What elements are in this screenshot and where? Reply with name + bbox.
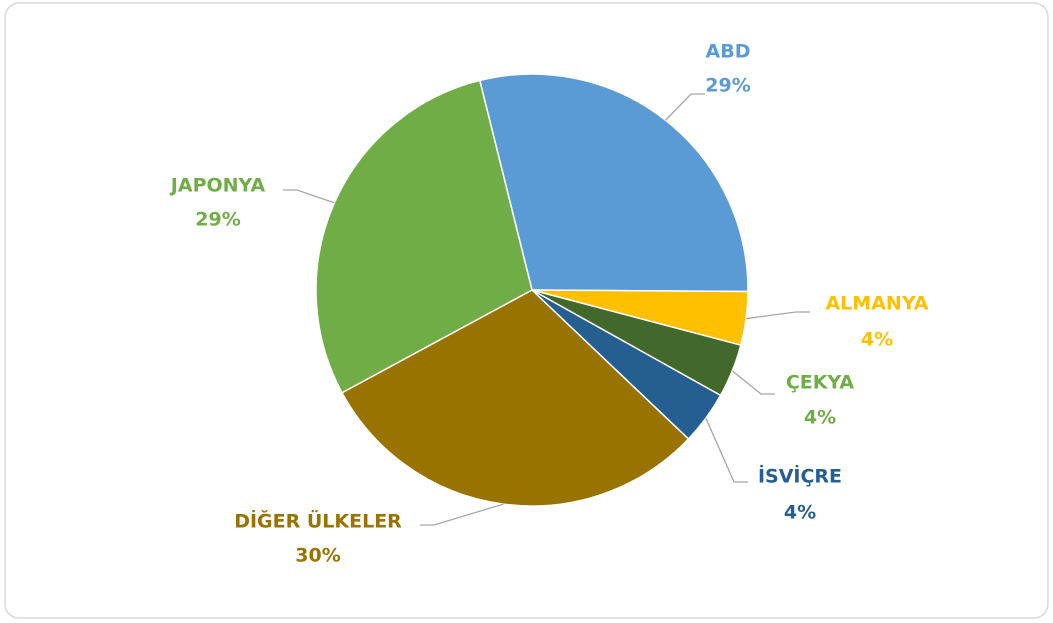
category-label: ALMANYA	[826, 293, 929, 315]
value-label: 29%	[705, 75, 750, 97]
leader-line	[665, 93, 705, 121]
value-label: 30%	[295, 545, 340, 567]
leader-line	[283, 189, 335, 204]
category-label: ABD	[706, 41, 751, 63]
value-label: 4%	[804, 407, 836, 429]
category-label: DİĞER ÜLKELER	[234, 509, 402, 533]
pie-slice	[315, 79, 533, 394]
value-label: 29%	[195, 209, 240, 231]
leader-line	[746, 311, 810, 320]
leader-line	[420, 503, 504, 526]
category-label: JAPONYA	[169, 175, 266, 197]
value-label: 4%	[784, 502, 816, 524]
value-label: 4%	[861, 329, 893, 351]
category-label: ÇEKYA	[786, 372, 855, 394]
leader-line	[705, 417, 748, 483]
category-label: İSVİÇRE	[758, 464, 842, 488]
leader-line	[731, 370, 775, 395]
pie-slice	[478, 73, 749, 293]
